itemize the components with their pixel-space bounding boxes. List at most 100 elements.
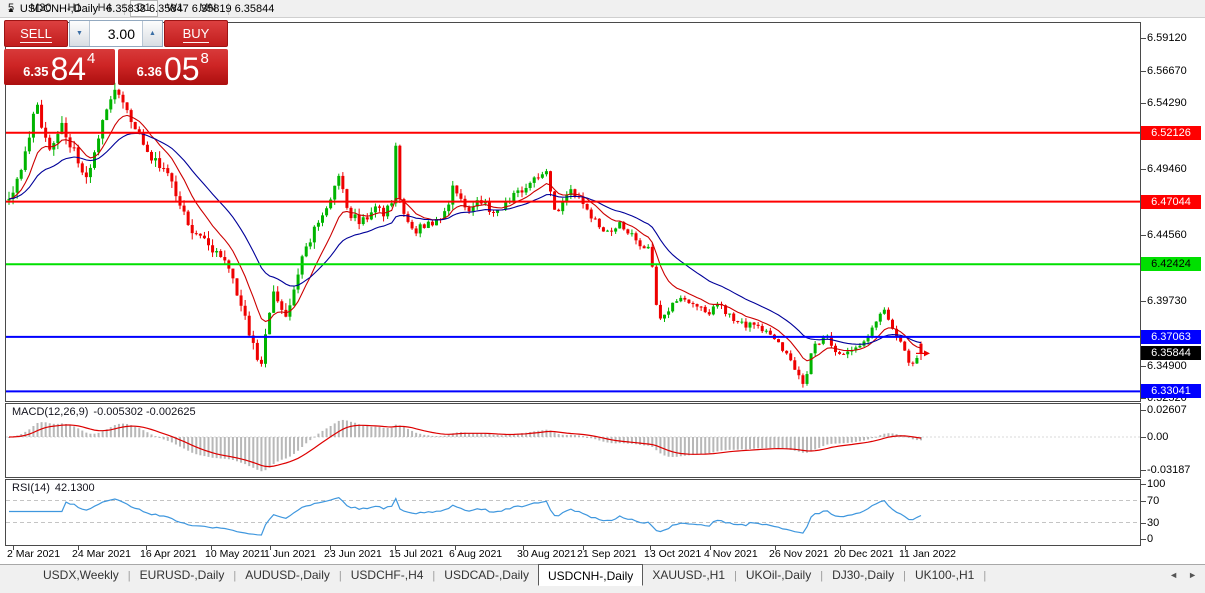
chart-tab-eurusd-daily[interactable]: EURUSD-,Daily	[139, 568, 225, 582]
rsi-line	[9, 497, 922, 536]
rsi-axis-tick-label: 70	[1147, 494, 1160, 507]
rsi-axis-tick-label: 30	[1147, 516, 1160, 529]
expand-triangle-icon[interactable]: ▲	[7, 5, 15, 14]
chart-tab-usdcad-daily[interactable]: USDCAD-,Daily	[444, 568, 529, 582]
timeframe-button-mn[interactable]: MN	[199, 2, 217, 14]
price-axis-tick-label: 6.39730	[1147, 294, 1187, 307]
macd-name: MACD(12,26,9)	[12, 406, 89, 418]
volume-control: ▼ ▲	[69, 20, 163, 47]
rsi-axis-tick-mark	[1141, 484, 1146, 485]
price-axis-tick-mark	[1141, 71, 1146, 73]
time-axis-label: 6 Aug 2021	[449, 548, 503, 560]
rsi-axis-tick-mark	[1141, 522, 1146, 524]
timeframe-toolbar: 5 M30 H1 H4 D1 W1 MN	[0, 0, 1205, 18]
chart-tab-xauusd-h1[interactable]: XAUUSD-,H1	[652, 568, 725, 582]
chart-tab-uk100-h1[interactable]: UK100-,H1	[914, 568, 975, 582]
time-axis-tick-mark	[523, 546, 524, 550]
tab-separator: |	[127, 569, 131, 582]
tab-scroll-right-icon[interactable]: ►	[1188, 570, 1197, 580]
price-level-tag: 6.47044	[1141, 194, 1201, 209]
time-axis-tick-mark	[211, 546, 212, 550]
buy-price-small: 6.36	[136, 64, 162, 79]
time-axis-tick-mark	[775, 546, 776, 550]
chart-tab-usdchf-h4[interactable]: USDCHF-,H4	[350, 568, 424, 582]
time-axis-label: 10 May 2021	[205, 548, 266, 560]
buy-button[interactable]: BUY	[164, 20, 228, 47]
timeframe-button-w1[interactable]: W1	[166, 2, 184, 14]
current-price-tag: 6.35844	[1141, 346, 1201, 361]
chart-symbol-header: ▲ USDCNH-,Daily 6.35838 6.35847 6.35819 6.…	[7, 3, 274, 15]
chart-tab-usdcnh-daily[interactable]: USDCNH-,Daily	[537, 564, 644, 586]
chart-tab-ukoil-daily[interactable]: UKOil-,Daily	[745, 568, 812, 582]
time-axis-label: 4 Nov 2021	[704, 548, 758, 560]
price-axis-tick-mark	[1141, 398, 1146, 400]
macd-axis-tick-mark	[1141, 470, 1146, 471]
time-axis-label: 1 Jun 2021	[264, 548, 316, 560]
timeframe-button-m30[interactable]: M30	[30, 2, 52, 14]
timeframe-button-h1[interactable]: H1	[67, 2, 82, 14]
macd-canvas[interactable]	[6, 404, 1140, 477]
tab-separator: |	[338, 569, 342, 582]
price-level-tag: 6.52126	[1141, 125, 1201, 140]
price-axis-tick-mark	[1141, 235, 1146, 237]
buy-price-big: 05	[163, 51, 200, 87]
macd-axis-tick-label: 0.00	[1147, 431, 1169, 443]
timeframe-button-d1[interactable]: D1	[129, 0, 158, 17]
rsi-label: RSI(14) 42.1300	[12, 482, 95, 494]
sell-price-display[interactable]: 6.35 84 4	[4, 49, 115, 85]
time-axis-label: 15 Jul 2021	[389, 548, 444, 560]
rsi-panel: RSI(14) 42.1300	[5, 479, 1141, 546]
rsi-axis-tick-label: 100	[1147, 478, 1166, 490]
time-axis-tick-mark	[78, 546, 79, 550]
time-axis-tick-mark	[270, 546, 271, 550]
time-axis-label: 26 Nov 2021	[769, 548, 829, 560]
macd-label: MACD(12,26,9) -0.005302 -0.002625	[12, 406, 196, 418]
sell-button[interactable]: SELL	[4, 20, 68, 47]
volume-decrease-button[interactable]: ▼	[70, 21, 90, 46]
chart-tab-dj30-daily[interactable]: DJ30-,Daily	[832, 568, 895, 582]
time-axis-label: 11 Jan 2022	[899, 548, 957, 560]
price-axis-tick-label: 6.54290	[1147, 97, 1187, 110]
buy-price-sup: 8	[200, 50, 209, 67]
chart-tab-audusd-daily[interactable]: AUDUSD-,Daily	[245, 568, 330, 582]
rsi-axis-tick-label: 0	[1147, 533, 1154, 545]
time-axis-tick-mark	[330, 546, 331, 550]
rsi-name: RSI(14)	[12, 482, 50, 494]
price-level-tag: 6.33041	[1141, 384, 1201, 399]
buy-price-display[interactable]: 6.36 05 8	[117, 49, 228, 87]
time-axis-label: 23 Jun 2021	[324, 548, 382, 560]
rsi-canvas[interactable]	[6, 480, 1140, 545]
rsi-axis-tick-mark	[1141, 539, 1146, 540]
timeframe-button-5[interactable]: 5	[8, 2, 15, 14]
price-axis-tick-label: 6.32520	[1147, 392, 1187, 405]
moving-average-line-25	[8, 132, 922, 345]
chart-tab-bar: USDX,Weekly | EURUSD-,Daily | AUDUSD-,Daily |…	[0, 564, 1205, 586]
timeframe-button-h4[interactable]: H4	[97, 2, 112, 14]
time-axis-tick-mark	[13, 546, 14, 550]
chart-ohlc-quotes: 6.35838 6.35847 6.35819 6.35844	[106, 3, 275, 15]
time-axis-tick-mark	[583, 546, 584, 550]
chart-tab-usdx-weekly[interactable]: USDX,Weekly	[43, 568, 119, 582]
time-axis-tick-mark	[146, 546, 147, 550]
tab-scroll-left-icon[interactable]: ◄	[1169, 570, 1179, 580]
time-axis-label: 24 Mar 2021	[72, 548, 131, 560]
time-axis-label: 20 Dec 2021	[834, 548, 894, 560]
price-axis-tick-label: 6.59120	[1147, 32, 1187, 44]
price-chart-panel	[5, 22, 1141, 402]
price-axis-tick-label: 6.34900	[1147, 360, 1187, 373]
up-arrow-icon: ▲	[149, 30, 156, 37]
time-axis-label: 13 Oct 2021	[644, 548, 702, 560]
tab-separator: |	[734, 569, 737, 582]
time-axis-tick-mark	[905, 546, 906, 550]
price-axis-tick-mark	[1141, 38, 1146, 39]
price-axis-tick-label: 6.44560	[1147, 229, 1187, 242]
volume-increase-button[interactable]: ▲	[142, 21, 162, 46]
sell-price-small: 6.35	[23, 64, 49, 79]
price-chart-canvas[interactable]	[6, 23, 1140, 401]
price-level-tag: 6.42424	[1141, 257, 1201, 272]
candlestick-series	[7, 82, 923, 388]
moving-average-line-10	[8, 114, 922, 362]
volume-input[interactable]	[90, 21, 142, 46]
toolbar-separator	[228, 2, 230, 15]
